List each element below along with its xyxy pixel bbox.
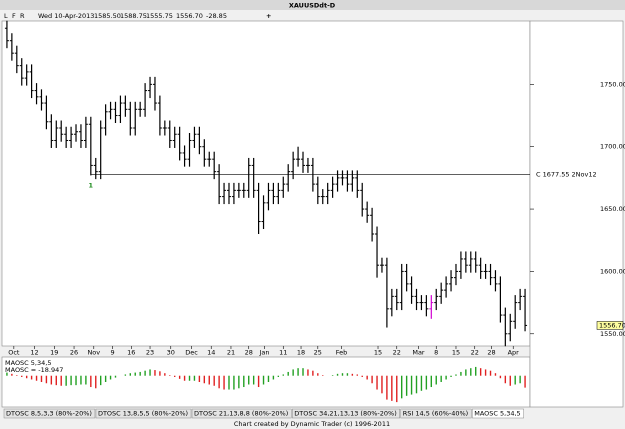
bar-field: -28.85 [206, 12, 227, 20]
last-price-box [596, 321, 624, 330]
x-tick-label: Oct [8, 349, 20, 357]
bar-field: 1556.70 [176, 12, 203, 20]
x-tick-label: 18 [297, 349, 305, 357]
y-tick-label: 1550.00 [600, 330, 625, 338]
x-tick-label: 15 [374, 349, 382, 357]
price-axis [529, 20, 624, 408]
x-tick-label: 22 [471, 349, 479, 357]
pivot-marker: 1 [89, 181, 94, 189]
x-tick-label: Feb [336, 349, 348, 357]
bar-date: Wed 10-Apr-2013 [38, 12, 94, 20]
osc-tab[interactable] [3, 408, 96, 419]
osc-tab-label[interactable]: DTOSC 13,8,5,5 (80%-20%) [98, 410, 188, 418]
osc-title: MAOSC 5,34,5 [5, 359, 51, 367]
reference-label: C 1677.55 2Nov12 [536, 171, 597, 179]
y-tick-label: 1650.00 [600, 205, 625, 213]
y-tick-label: 1600.00 [600, 267, 625, 275]
x-tick-label: Nov [87, 349, 100, 357]
x-tick-label: 11 [279, 349, 287, 357]
x-tick-label: Jan [259, 349, 270, 357]
price-panel [1, 20, 531, 347]
x-tick-label: 19 [50, 349, 58, 357]
x-tick-label: 26 [70, 349, 78, 357]
x-tick-label: 23 [146, 349, 154, 357]
x-tick-label: 28 [487, 349, 495, 357]
y-tick-label: 1700.00 [600, 143, 625, 151]
x-tick-label: 22 [393, 349, 401, 357]
x-tick-label: Apr [508, 349, 520, 357]
x-tick-label: 15 [452, 349, 460, 357]
osc-readout: MAOSC = -18.947 [5, 366, 63, 374]
x-tick-label: 28 [245, 349, 253, 357]
title-bar [0, 0, 625, 10]
x-tick-label: 21 [227, 349, 235, 357]
osc-tab[interactable] [292, 408, 400, 419]
osc-tab[interactable] [471, 408, 524, 419]
x-tick-label: 9 [110, 349, 114, 357]
y-tick-label: 1750.00 [600, 80, 625, 88]
bar-field: 1585.50 [94, 12, 121, 20]
x-tick-label: Dec [185, 349, 198, 357]
x-tick-label: 25 [314, 349, 322, 357]
x-tick-label: 8 [434, 349, 438, 357]
x-tick-label: Mar [412, 349, 425, 357]
x-tick-label: 12 [30, 349, 38, 357]
osc-tab[interactable] [191, 408, 292, 419]
x-tick-label: 14 [207, 349, 215, 357]
toolbar-button[interactable]: L [4, 12, 8, 20]
footer: Chart created by Dynamic Trader (c) 1996… [234, 420, 390, 428]
toolbar-button[interactable]: F [12, 12, 16, 20]
bar-field: 1588.75 [120, 12, 147, 20]
osc-tab-label[interactable]: DTOSC 34,21,13,13 (80%-20%) [294, 410, 396, 418]
last-price-label: 1556.70 [599, 321, 625, 329]
osc-panel [1, 356, 531, 408]
add-button[interactable]: + [266, 12, 271, 20]
chart-title: XAUUSDdt-D [289, 2, 336, 10]
x-tick-label: 30 [167, 349, 175, 357]
osc-tab-label[interactable]: MAOSC 5,34,5 [474, 410, 520, 418]
toolbar-button[interactable]: R [20, 12, 25, 20]
osc-tab[interactable] [95, 408, 192, 419]
osc-tab-label[interactable]: RSI 14,5 (60%-40%) [403, 410, 468, 418]
osc-tab-label[interactable]: DTOSC 8,5,3,3 (80%-20%) [6, 410, 92, 418]
osc-tab[interactable] [400, 408, 472, 419]
osc-tab-label[interactable]: DTOSC 21,13,8,8 (80%-20%) [194, 410, 288, 418]
bar-field: 1555.75 [146, 12, 173, 20]
x-tick-label: 16 [127, 349, 135, 357]
